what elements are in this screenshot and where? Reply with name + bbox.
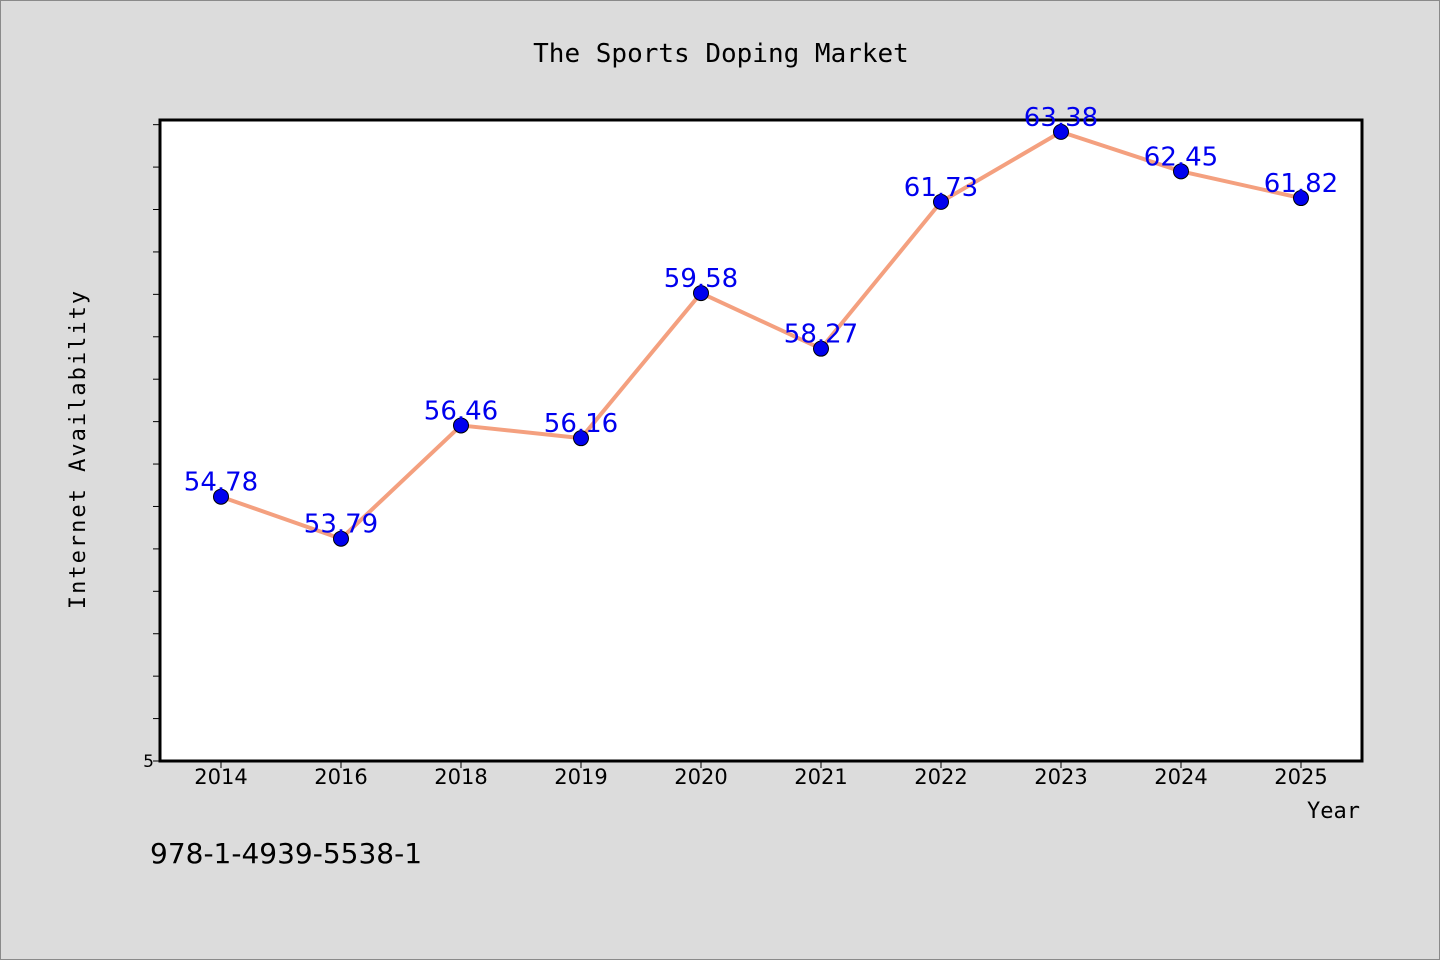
data-point [573,430,589,447]
data-label: 53.79 [304,510,378,540]
data-label: 62.45 [1144,142,1218,172]
plot-area [158,118,1364,763]
data-label: 63.38 [1024,103,1098,133]
data-point [1293,190,1309,207]
y-axis-label: Internet Availability [66,289,91,609]
data-label: 58.27 [784,320,858,350]
isbn-label: 978-1-4939-5538-1 [150,837,422,870]
y-tick-label: 5 [143,752,154,772]
x-tick-label: 2023 [1034,765,1087,789]
x-tick-label: 2025 [1274,765,1327,789]
x-axis-ticks [220,761,1302,768]
data-point [693,285,709,302]
x-tick-label: 2016 [314,765,367,789]
x-tick-label: 2024 [1154,765,1207,789]
data-point [933,193,949,210]
series-markers [213,123,1309,547]
data-point [813,340,829,357]
x-tick-label: 2018 [434,765,487,789]
data-label: 61.73 [904,173,978,203]
x-axis-tick-labels: 2014 2016 2018 2019 2020 2021 2022 2023 2024 2025 [194,765,1327,789]
data-label: 59.58 [664,264,738,294]
x-tick-label: 2021 [794,765,847,789]
data-point [213,488,229,505]
series-line [220,129,1302,541]
x-tick-label: 2014 [194,765,247,789]
y-axis-ticks [153,124,160,762]
data-point [453,417,469,434]
chart-title: The Sports Doping Market [533,39,909,69]
x-tick-label: 2022 [914,765,967,789]
data-label: 61.82 [1264,169,1338,199]
data-label: 56.16 [544,409,618,439]
x-axis-label: Year [1307,799,1360,824]
data-label: 54.78 [184,468,258,498]
x-tick-label: 2019 [554,765,607,789]
x-tick-label: 2020 [674,765,727,789]
data-point [1173,163,1189,180]
data-point [333,530,349,547]
y-axis-tick-labels: 5 [143,752,154,772]
data-label: 56.46 [424,396,498,426]
data-point [1053,123,1069,140]
data-labels: 54.78 53.79 56.46 56.16 59.58 58.27 61.73 63.38… [184,103,1338,540]
